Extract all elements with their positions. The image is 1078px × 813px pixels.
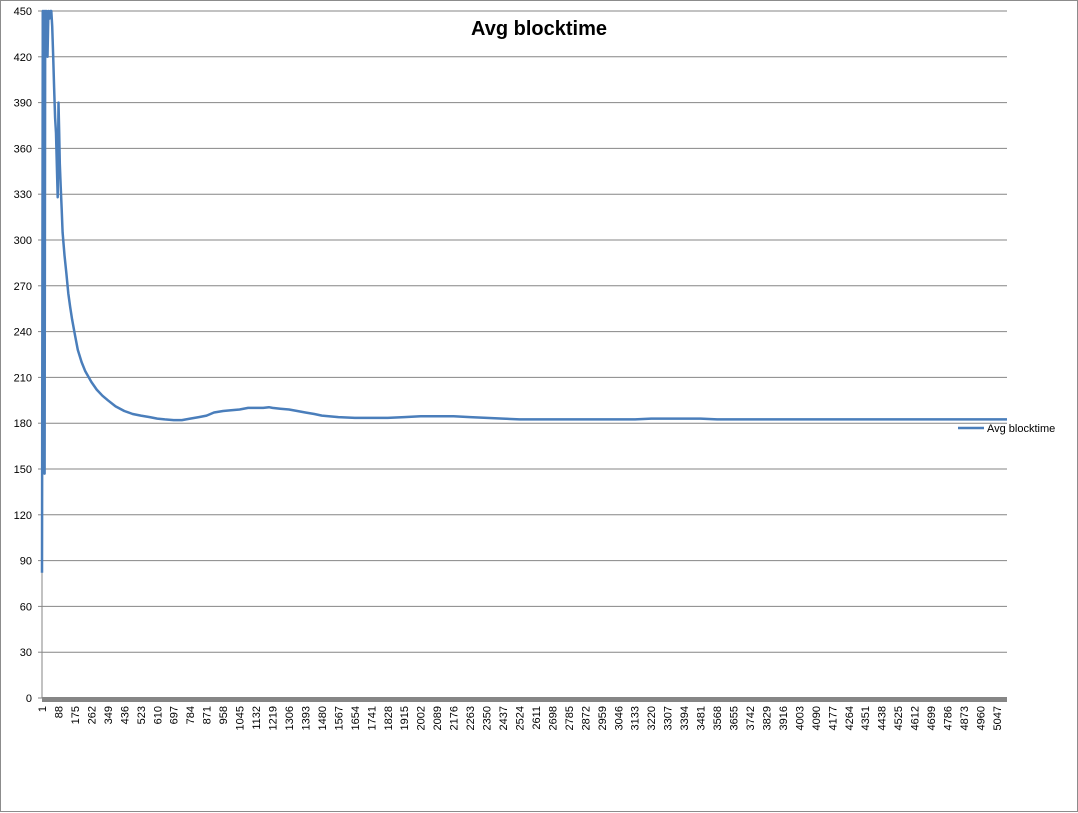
x-tick-label: 4960 — [976, 706, 988, 730]
x-tick-label: 3568 — [712, 706, 724, 730]
x-tick-label: 4090 — [811, 706, 823, 730]
x-tick-label: 1567 — [333, 706, 345, 730]
x-tick-label: 2263 — [465, 706, 477, 730]
x-tick-label: 610 — [152, 706, 164, 724]
x-tick-label: 958 — [218, 706, 230, 724]
x-tick-label: 2785 — [564, 706, 576, 730]
x-tick-label: 349 — [103, 706, 115, 724]
y-tick-label: 180 — [14, 418, 32, 430]
x-tick-label: 2437 — [498, 706, 510, 730]
series-layer — [40, 9, 1007, 573]
series-line-avg-blocktime — [40, 9, 1007, 573]
x-axis-ticks: 1 88 175 262 349 436 523 610 697 784 871 958 1045 113… — [37, 706, 1004, 730]
x-tick-label: 3481 — [696, 706, 708, 730]
x-tick-label: 4786 — [943, 706, 955, 730]
x-tick-label: 4264 — [844, 706, 856, 730]
x-tick-label: 1219 — [268, 706, 280, 730]
x-tick-label: 1741 — [366, 706, 378, 730]
x-axis-band — [42, 697, 1007, 702]
x-tick-label: 4525 — [893, 706, 905, 730]
x-tick-label: 2524 — [514, 706, 526, 730]
y-tick-label: 390 — [14, 98, 32, 110]
y-axis-ticks: 0 30 60 90 120 150 180 210 240 270 300 330 360 390 420… — [14, 6, 42, 705]
x-tick-label: 2959 — [597, 706, 609, 730]
y-tick-label: 90 — [20, 556, 32, 568]
legend: Avg blocktime — [958, 423, 1055, 435]
x-tick-label: 1 — [37, 706, 49, 712]
x-tick-label: 1828 — [383, 706, 395, 730]
x-tick-label: 1654 — [350, 706, 362, 730]
x-tick-label: 4612 — [910, 706, 922, 730]
y-tick-label: 150 — [14, 464, 32, 476]
y-tick-label: 300 — [14, 235, 32, 247]
x-tick-label: 1132 — [251, 706, 263, 730]
x-tick-label: 697 — [169, 706, 181, 724]
x-tick-label: 4177 — [827, 706, 839, 730]
y-tick-label: 60 — [20, 601, 32, 613]
y-tick-label: 450 — [14, 6, 32, 18]
x-tick-label: 2176 — [449, 706, 461, 730]
x-tick-label: 175 — [70, 706, 82, 724]
x-tick-label: 2089 — [432, 706, 444, 730]
x-tick-label: 4351 — [860, 706, 872, 730]
x-tick-label: 1393 — [300, 706, 312, 730]
x-tick-label: 1915 — [399, 706, 411, 730]
y-tick-label: 420 — [14, 52, 32, 64]
x-tick-label: 3046 — [613, 706, 625, 730]
legend-label: Avg blocktime — [987, 423, 1055, 435]
y-tick-label: 330 — [14, 189, 32, 201]
x-tick-label: 2350 — [482, 706, 494, 730]
x-tick-label: 871 — [202, 706, 214, 724]
x-tick-label: 3916 — [778, 706, 790, 730]
x-tick-label: 1480 — [317, 706, 329, 730]
x-tick-label: 5047 — [992, 706, 1004, 730]
y-tick-label: 270 — [14, 281, 32, 293]
y-tick-label: 240 — [14, 327, 32, 339]
x-tick-label: 4003 — [794, 706, 806, 730]
x-tick-label: 2611 — [531, 706, 543, 730]
x-tick-label: 2872 — [580, 706, 592, 730]
x-tick-label: 262 — [86, 706, 98, 724]
x-tick-label: 2698 — [547, 706, 559, 730]
x-tick-label: 3655 — [729, 706, 741, 730]
x-tick-label: 88 — [53, 706, 65, 718]
x-tick-label: 4438 — [877, 706, 889, 730]
x-tick-label: 3742 — [745, 706, 757, 730]
x-tick-label: 3133 — [630, 706, 642, 730]
x-tick-label: 1306 — [284, 706, 296, 730]
y-tick-label: 210 — [14, 372, 32, 384]
x-tick-label: 436 — [119, 706, 131, 724]
y-tick-label: 120 — [14, 510, 32, 522]
x-tick-label: 3220 — [646, 706, 658, 730]
grid-layer — [41, 10, 1007, 702]
y-tick-label: 30 — [20, 647, 32, 659]
x-tick-label: 523 — [136, 706, 148, 724]
x-tick-label: 3829 — [761, 706, 773, 730]
chart-title: Avg blocktime — [471, 18, 607, 40]
x-tick-label: 4699 — [926, 706, 938, 730]
x-tick-label: 2002 — [416, 706, 428, 730]
x-tick-label: 4873 — [959, 706, 971, 730]
x-tick-label: 3307 — [663, 706, 675, 730]
x-tick-label: 3394 — [679, 706, 691, 730]
x-tick-label: 784 — [185, 706, 197, 724]
x-tick-label: 1045 — [235, 706, 247, 730]
y-tick-label: 0 — [26, 693, 32, 705]
y-tick-label: 360 — [14, 143, 32, 155]
